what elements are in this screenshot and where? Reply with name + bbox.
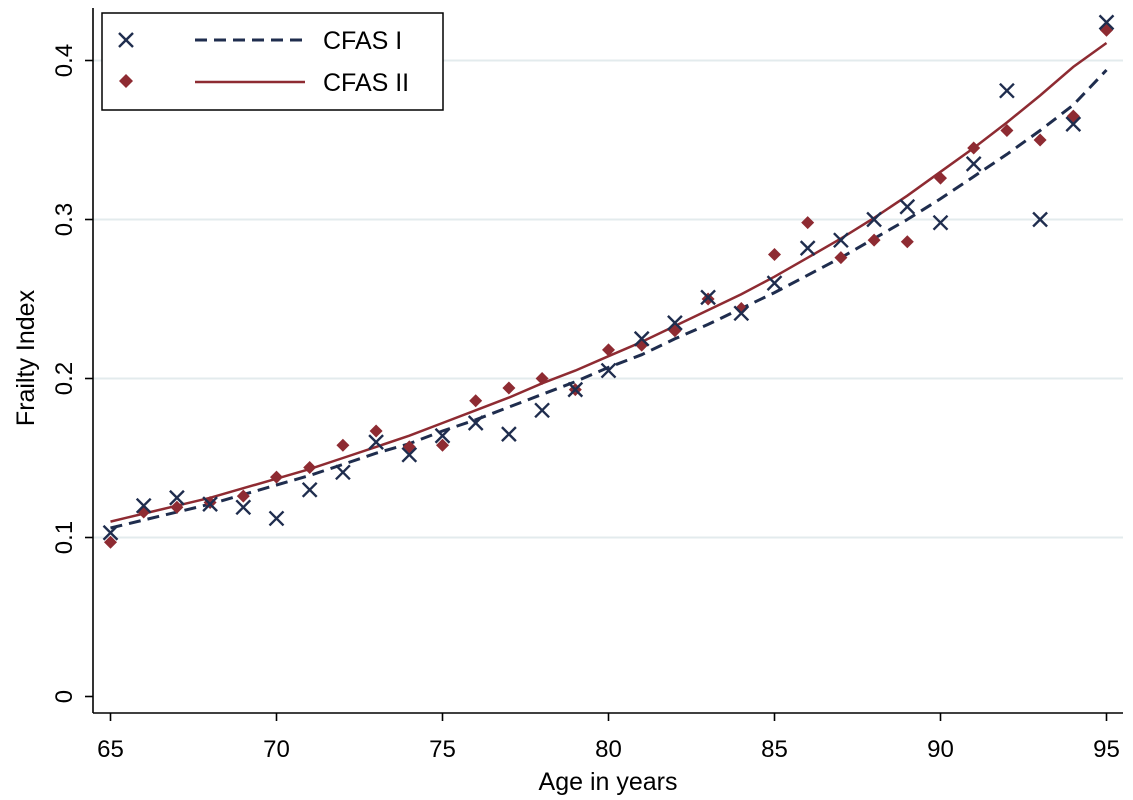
markers-layer — [102, 14, 1115, 549]
point-cfas-ii-77 — [502, 381, 516, 395]
point-cfas-i-68 — [202, 496, 218, 512]
x-tick-label-3: 80 — [595, 736, 622, 763]
legend-label-cfas-ii: CFAS II — [323, 69, 409, 97]
point-cfas-i-87 — [833, 232, 849, 249]
fit-line-cfas-i — [110, 68, 1108, 530]
x-tick-label-4: 85 — [761, 736, 788, 763]
point-cfas-i-90 — [932, 214, 949, 231]
point-cfas-ii-92 — [1000, 123, 1014, 137]
point-cfas-ii-71 — [303, 461, 317, 475]
point-cfas-i-78 — [534, 402, 550, 419]
point-cfas-ii-89 — [900, 235, 914, 249]
legend-label-cfas-i: CFAS I — [323, 27, 402, 55]
point-cfas-ii-88 — [867, 233, 881, 247]
point-cfas-i-77 — [501, 426, 517, 442]
point-cfas-i-74 — [401, 446, 418, 463]
x-tick-label-2: 75 — [429, 736, 456, 763]
y-tick-label-4: 0.4 — [51, 44, 78, 77]
point-cfas-ii-75 — [436, 438, 449, 452]
point-cfas-ii-69 — [236, 489, 250, 503]
point-cfas-i-76 — [467, 415, 484, 431]
axes-layer: 0 0.1 0.2 0.3 0.4 65 70 75 80 85 90 95 — [51, 8, 1123, 763]
point-cfas-i-75 — [434, 427, 451, 444]
point-cfas-i-85 — [766, 275, 783, 291]
x-axis-title: Age in years — [539, 768, 678, 796]
y-axis-title: Frailty Index — [12, 289, 40, 426]
x-tick-label-5: 90 — [927, 736, 954, 763]
point-cfas-i-88 — [866, 211, 882, 228]
legend-box — [101, 12, 444, 111]
point-cfas-ii-72 — [336, 438, 350, 452]
point-cfas-ii-73 — [369, 424, 383, 438]
point-cfas-ii-87 — [834, 251, 848, 265]
point-cfas-i-86 — [799, 240, 816, 256]
fit-line-cfas-ii — [110, 41, 1108, 523]
point-cfas-i-91 — [965, 156, 982, 172]
y-tick-label-0: 0 — [51, 690, 78, 703]
point-cfas-ii-85 — [768, 247, 781, 261]
point-cfas-ii-66 — [137, 505, 151, 519]
y-tick-label-1: 0.1 — [51, 521, 78, 554]
fit-lines-layer — [110, 41, 1108, 530]
point-cfas-i-67 — [169, 489, 185, 506]
point-cfas-i-92 — [999, 82, 1015, 99]
point-cfas-i-73 — [368, 434, 384, 450]
y-tick-label-3: 0.3 — [51, 203, 78, 236]
point-cfas-ii-91 — [967, 141, 981, 155]
point-cfas-i-95 — [1098, 14, 1115, 31]
point-cfas-ii-86 — [801, 216, 815, 230]
point-cfas-ii-76 — [469, 394, 483, 408]
point-cfas-i-93 — [1032, 211, 1048, 228]
point-cfas-i-94 — [1065, 116, 1082, 132]
x-tick-label-0: 65 — [97, 736, 124, 763]
point-cfas-i-69 — [235, 499, 252, 516]
point-cfas-i-71 — [301, 481, 318, 498]
point-cfas-i-82 — [667, 315, 683, 331]
point-cfas-i-72 — [335, 464, 351, 481]
point-cfas-ii-84 — [734, 302, 748, 316]
point-cfas-i-83 — [700, 289, 716, 306]
point-cfas-ii-78 — [535, 372, 549, 385]
point-cfas-i-79 — [567, 381, 584, 398]
legend: CFAS I CFAS II — [101, 12, 444, 111]
point-cfas-i-80 — [600, 362, 617, 379]
point-cfas-ii-67 — [170, 500, 184, 514]
point-cfas-i-66 — [135, 497, 152, 514]
point-cfas-ii-93 — [1033, 133, 1047, 147]
point-cfas-i-65 — [102, 524, 119, 541]
grid-layer — [93, 59, 1123, 539]
legend-marker-cfas-i — [118, 32, 134, 48]
point-cfas-i-89 — [899, 198, 916, 215]
point-cfas-ii-80 — [602, 343, 615, 357]
point-cfas-i-84 — [733, 305, 750, 322]
point-cfas-ii-70 — [270, 470, 283, 484]
y-tick-label-2: 0.2 — [51, 362, 78, 395]
point-cfas-i-81 — [633, 330, 650, 347]
point-cfas-ii-90 — [934, 171, 947, 185]
x-tick-label-6: 95 — [1093, 736, 1120, 763]
x-tick-label-1: 70 — [263, 736, 290, 763]
point-cfas-i-70 — [268, 510, 285, 527]
point-cfas-ii-65 — [104, 535, 117, 549]
legend-marker-cfas-ii — [119, 74, 133, 88]
